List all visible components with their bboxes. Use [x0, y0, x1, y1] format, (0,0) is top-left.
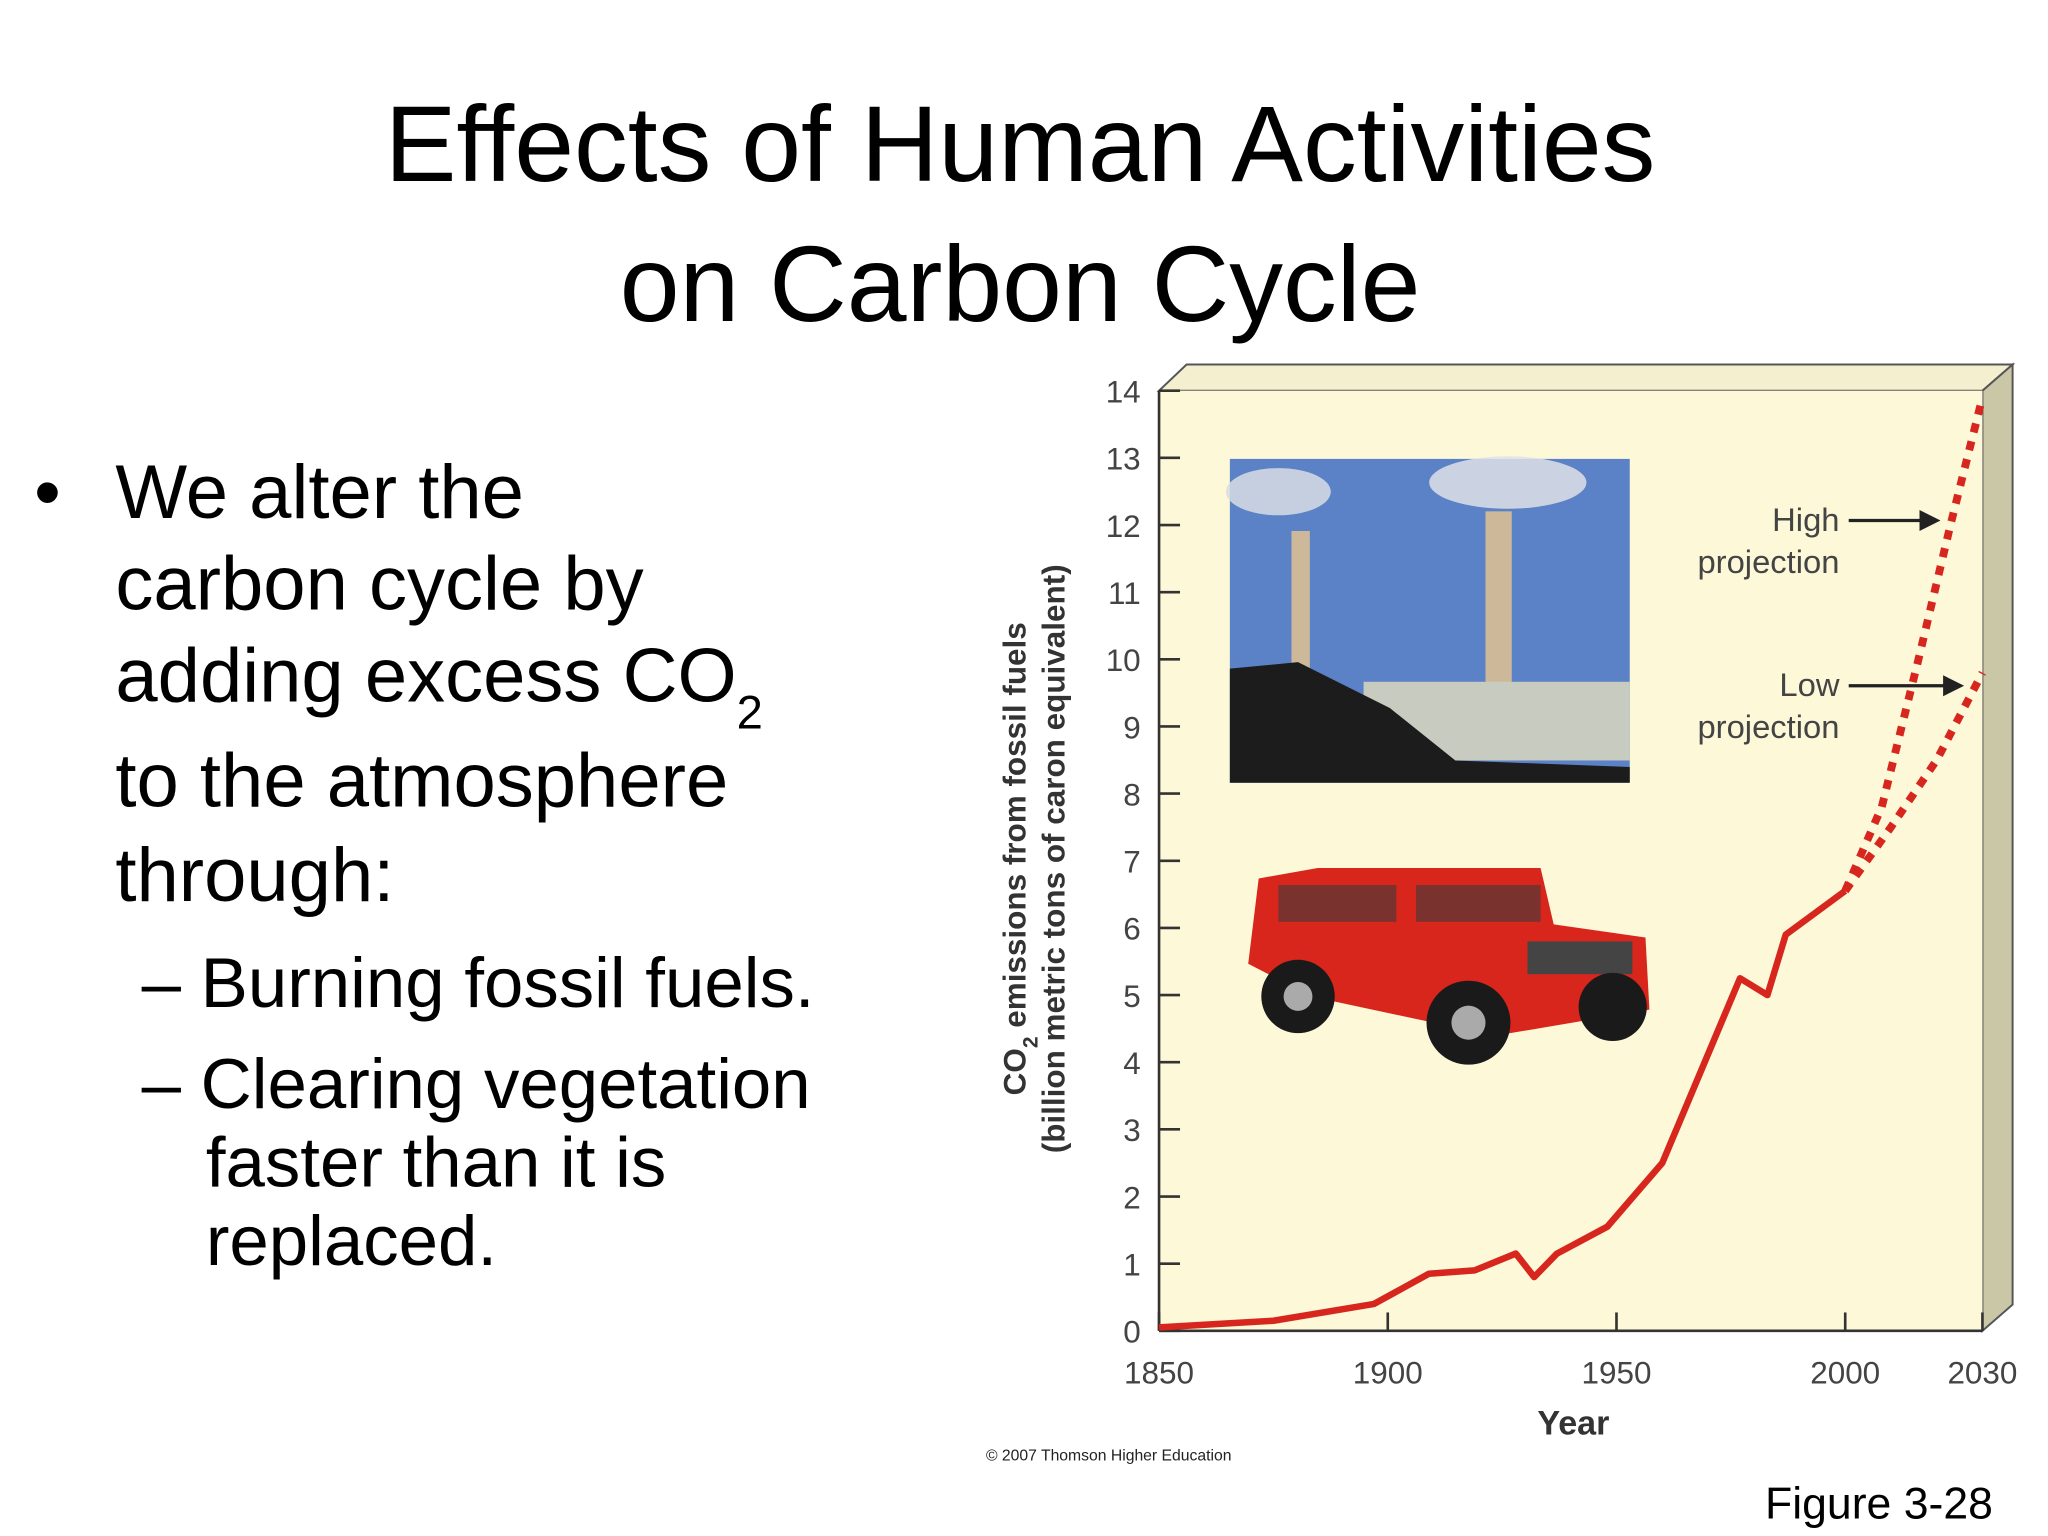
arrow-head: [1919, 510, 1941, 532]
data-line: [1841, 670, 1986, 894]
sub-bullet-line: replaced.: [206, 1202, 497, 1281]
text-part: We alter the: [115, 450, 524, 535]
y-tick-label: 11: [1108, 576, 1141, 611]
text-part: emissions from fossil fuels: [997, 622, 1032, 1036]
y-tick-label: 12: [1106, 509, 1141, 544]
y-tick-label: 4: [1123, 1046, 1141, 1081]
title-line: on Carbon Cycle: [620, 224, 1421, 344]
bullet-line: adding excess CO2: [115, 633, 763, 739]
text-part: carbon cycle by: [115, 542, 643, 627]
text-part: adding excess CO: [115, 633, 736, 718]
bullet-line: through:: [115, 833, 394, 918]
x-tick-label: 2000: [1810, 1355, 1880, 1390]
y-tick-label: 10: [1106, 643, 1141, 678]
text-part: CO: [997, 1048, 1032, 1095]
y-tick-label: 0: [1123, 1315, 1141, 1350]
sub-bullet-line: – Burning fossil fuels.: [142, 944, 815, 1023]
x-tick-label: 1950: [1581, 1355, 1651, 1390]
x-tick-label: 1900: [1353, 1355, 1423, 1390]
x-tick-label: 2030: [1947, 1355, 2017, 1390]
y-tick-label: 14: [1106, 375, 1141, 410]
y-tick-label: 13: [1106, 442, 1141, 477]
y-tick-label: 2: [1123, 1180, 1141, 1215]
y-tick-label: 1: [1123, 1247, 1141, 1282]
annotation: Low: [1779, 666, 1839, 703]
y-tick-label: 5: [1123, 979, 1141, 1014]
arrow-head: [1943, 675, 1965, 697]
sub-bullet-line: – Clearing vegetation: [142, 1045, 811, 1124]
title-line: Effects of Human Activities: [385, 84, 1656, 204]
bullet-line: We alter the: [115, 450, 524, 535]
bullet-line: carbon cycle by: [115, 542, 643, 627]
y-tick-label: 8: [1123, 777, 1141, 812]
annotation: projection: [1697, 708, 1839, 745]
annotation: High: [1772, 501, 1839, 538]
factory-photo: [1225, 456, 1630, 783]
y-axis-label: (billion metric tons of caron equivalent…: [1037, 564, 1072, 1153]
x-axis-label: Year: [1537, 1404, 1609, 1442]
data-line: [1158, 888, 1848, 1331]
subscript: 2: [1019, 1036, 1042, 1048]
y-tick-label: 6: [1123, 912, 1141, 947]
y-tick-label: 9: [1123, 710, 1141, 745]
sub-bullet-line: faster than it is: [206, 1124, 666, 1203]
bullet-line: to the atmosphere: [115, 738, 728, 823]
text-part: through:: [115, 833, 394, 918]
subscript: 2: [737, 686, 763, 739]
x-tick-label: 1850: [1124, 1355, 1194, 1390]
annotation: projection: [1697, 543, 1839, 580]
y-axis-label: CO2 emissions from fossil fuels: [997, 622, 1042, 1095]
vehicle-photo: [1248, 867, 1650, 1065]
data-line: [1841, 396, 1987, 893]
figure-label: Figure 3-28: [1765, 1479, 1993, 1528]
plot-top-face: [1156, 363, 2016, 392]
plot-side-face: [1981, 362, 2014, 1333]
credit: © 2007 Thomson Higher Education: [986, 1448, 1231, 1465]
bullet-marker: •: [34, 450, 61, 535]
y-tick-label: 3: [1123, 1113, 1141, 1148]
y-tick-label: 7: [1123, 845, 1141, 880]
text-part: to the atmosphere: [115, 738, 728, 823]
text-part: (billion metric tons of caron equivalent…: [1037, 564, 1072, 1153]
